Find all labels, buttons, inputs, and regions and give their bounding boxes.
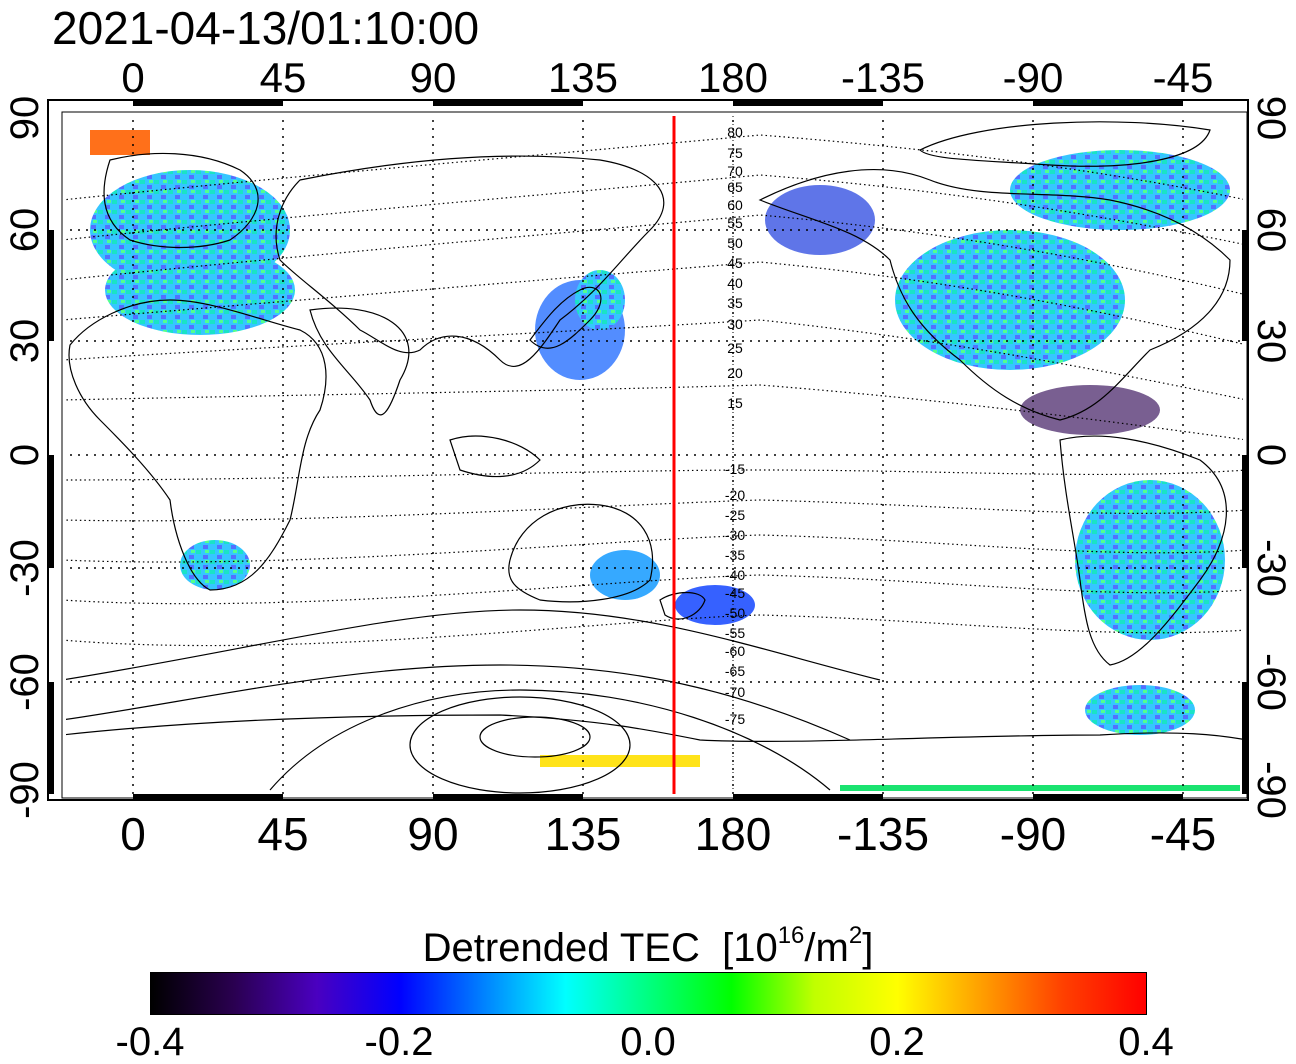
magnetic-contours [66,134,1243,647]
top-lon-label: -45 [1153,54,1214,101]
maglat-label: 55 [727,215,743,231]
bottom-lon-label: -45 [1150,808,1216,860]
bottom-lon-label: 180 [695,808,772,860]
maglat-label: 30 [727,316,743,332]
maglat-label: 25 [727,340,743,356]
right-lat-label: 0 [1249,444,1293,466]
colorbar-tick: -0.4 [115,1020,185,1064]
maglat-label: 15 [727,395,743,411]
colorbar-tick: 0.0 [620,1020,676,1064]
maglat-label: 75 [727,145,743,161]
bottom-lon-labels: 0 45 90 135 180 -135 -90 -45 [120,808,1216,860]
colorbar-tick: 0.4 [1118,1020,1174,1064]
maglat-label: -45 [725,585,745,601]
legend-unit-exp: 16 [777,922,805,949]
axis-tick-bars [48,100,1248,800]
top-lon-label: 0 [121,54,144,101]
maglat-label: -35 [725,547,745,563]
bottom-lon-label: 90 [407,808,458,860]
maglat-label: -65 [725,663,745,679]
legend-title: Detrended TEC [1016/m2] [0,912,1296,972]
maglat-label: -70 [725,684,745,700]
maglat-label: -20 [725,487,745,503]
left-lat-label: 30 [3,319,47,364]
top-lon-label: 90 [410,54,457,101]
top-lon-label: 180 [698,54,768,101]
maglat-label: -60 [725,643,745,659]
top-lon-label: 45 [260,54,307,101]
bottom-lon-label: 0 [120,808,146,860]
legend-unit-close: ] [862,926,874,970]
top-lon-label: -135 [841,54,925,101]
maglat-label: -55 [725,625,745,641]
legend-unit-prefix: [10 [722,926,778,970]
colorbar [150,972,1147,1015]
right-lat-label: 90 [1249,96,1293,141]
top-lon-label: 135 [548,54,618,101]
maglat-label: -15 [725,461,745,477]
maglat-labels-south: -15 -20 -25 -30 -35 -40 -45 -50 -55 -60 … [725,461,745,727]
left-lat-label: 60 [3,208,47,253]
left-lat-label: -30 [3,539,47,597]
maglat-label: -50 [725,605,745,621]
maglat-label: 40 [727,275,743,291]
coastlines [66,121,1243,742]
maglat-label: -25 [725,507,745,523]
left-lat-label: 90 [3,96,47,141]
left-lat-labels: 90 60 30 0 -30 -60 -90 [3,96,47,819]
maglat-label: -75 [725,711,745,727]
legend-unit-suffix: /m [804,926,849,970]
grid-lines [66,116,1243,794]
right-lat-label: -90 [1249,761,1293,819]
bottom-lon-label: -135 [837,808,929,860]
maglat-label: 65 [727,179,743,195]
maglat-label: -30 [725,527,745,543]
maglat-label: 35 [727,295,743,311]
right-lat-label: 60 [1249,208,1293,253]
maglat-label: 45 [727,255,743,271]
maglat-label: -40 [725,567,745,583]
tec-data-patches [90,130,1240,791]
legend-unit-exp2: 2 [848,922,863,949]
top-lon-labels: 0 45 90 135 180 -135 -90 -45 [121,54,1213,101]
left-lat-label: -90 [3,761,47,819]
right-lat-label: -30 [1249,539,1293,597]
timestamp: 2021-04-13/01:10:00 [52,2,480,54]
left-lat-label: -60 [3,653,47,711]
maglat-label: 60 [727,197,743,213]
maglat-label: 50 [727,235,743,251]
left-lat-label: 0 [3,444,47,466]
top-lon-label: -90 [1003,54,1064,101]
bottom-lon-label: -90 [1000,808,1066,860]
maglat-label: 80 [727,124,743,140]
right-lat-label: -60 [1249,653,1293,711]
bottom-lon-label: 135 [545,808,622,860]
maglat-labels-north: 80 75 70 65 60 55 50 45 40 35 30 25 20 1… [727,124,743,411]
colorbar-tick: 0.2 [869,1020,925,1064]
legend-label: Detrended TEC [422,926,700,970]
tec-map: 0 45 90 135 180 -135 -90 -45 0 45 90 135… [3,54,1293,860]
right-lat-label: 30 [1249,319,1293,364]
colorbar-tick: -0.2 [364,1020,434,1064]
maglat-label: 20 [727,365,743,381]
right-lat-labels: 90 60 30 0 -30 -60 -90 [1249,96,1293,819]
bottom-lon-label: 45 [257,808,308,860]
maglat-label: 70 [727,163,743,179]
